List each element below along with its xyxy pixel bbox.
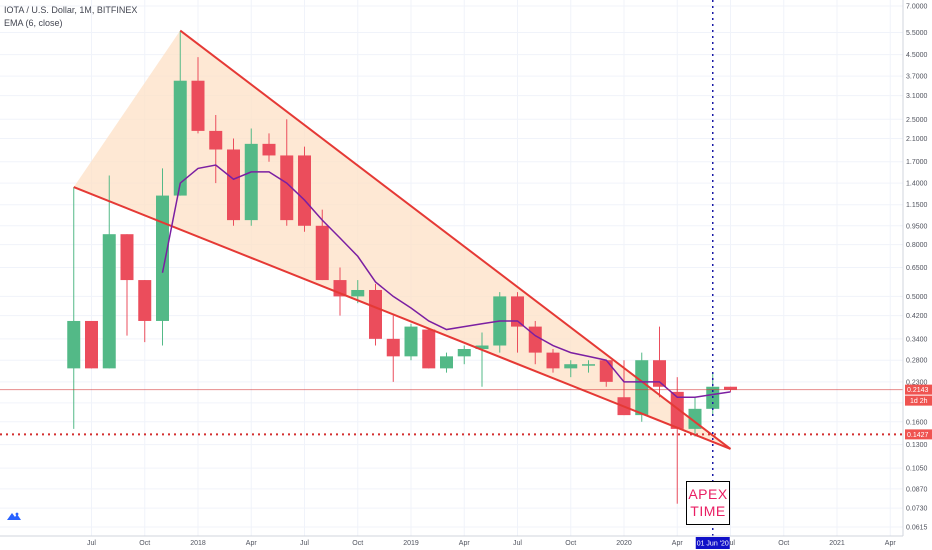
candle-body [244,143,258,221]
candle-body [670,391,684,429]
candle-body [85,320,98,369]
x-tick-label: Oct [778,540,789,547]
x-tick-label: Oct [139,540,150,547]
candle-body [67,320,81,369]
candle-body [315,225,329,281]
y-tick-label: 0.8000 [906,242,928,249]
candles [67,31,737,504]
y-tick-label: 0.3400 [906,336,928,343]
y-tick-label: 3.7000 [906,74,928,81]
ema-line [161,164,731,398]
x-tick-label: Oct [352,540,363,547]
x-tick-label: Apr [885,540,897,547]
y-tick-label: 5.5000 [906,30,928,37]
y-tick-label: 2.1000 [906,136,928,143]
wedge-lower-line [73,186,731,450]
y-tick-label: 0.2300 [906,379,928,386]
y-tick-label: 0.0870 [906,486,928,493]
x-tick-label: Apr [246,540,258,547]
candle-body [209,130,223,150]
candle-body [369,289,382,339]
candle-body [298,155,311,226]
candle-body [227,149,240,221]
y-tick-label: 0.1300 [906,442,928,449]
price-tag-label: 0.2143 [907,387,929,394]
candle-body [156,195,169,321]
x-axis-labels: Jul Oct 2018 Apr Jul Oct 2019 Apr Jul Oct 2020 Apr J… [87,540,896,547]
price-tag-label: 0.1427 [907,432,929,439]
candle-body [475,345,489,350]
candle-body [404,326,418,357]
y-tick-label: 0.5000 [906,294,928,301]
candle-body [528,326,542,353]
y-tick-label: 0.2800 [906,358,928,365]
y-tick-label: 1.7000 [906,159,928,166]
tradingview-logo-icon [7,512,21,520]
candle-body [635,360,649,416]
x-tick-label: Jul [513,540,522,547]
y-tick-label: 2.5000 [906,117,928,124]
y-tick-label: 3.1000 [906,93,928,100]
candle-body [457,349,471,357]
y-tick-label: 0.1600 [906,419,928,426]
price-tag [905,384,932,395]
x-tick-label: 2018 [190,540,206,547]
x-tick-label: Jul [300,540,309,547]
y-tick-label: 1.1500 [906,202,928,209]
candle-body [546,352,560,369]
x-tick-label: 2019 [403,540,419,547]
y-tick-label: 0.0615 [906,525,928,532]
wedge-fill [73,30,731,449]
candle-body [102,234,116,369]
countdown-tag [905,395,932,406]
candle-body [582,364,595,366]
candle-body [191,80,205,131]
countdown-label: 1d 2h [910,398,928,405]
x-tick-label: Jul [87,540,96,547]
chart-title: IOTA / U.S. Dollar, 1M, BITFINEX [4,5,138,15]
y-tick-label: 0.9500 [906,223,928,230]
y-axis-labels: 7.0000 5.5000 4.5000 3.7000 3.1000 2.5000 2.10… [906,4,928,532]
candle-body [599,360,613,382]
x-tick-label: 2020 [616,540,632,547]
apex-line-2: TIME [690,503,726,519]
date-marker-tag [695,537,730,549]
x-tick-label: 2021 [829,540,845,547]
price-tag [905,429,932,440]
x-tick-label: Apr [459,540,471,547]
x-tick-label: Oct [565,540,576,547]
candle-body [564,364,578,369]
candle-body [280,155,294,221]
apex-line-1: APEX [688,486,728,502]
candle-body [386,338,400,357]
apex-time-annotation: APEX TIME [686,481,730,525]
y-tick-label: 1.4000 [906,181,928,188]
x-tick-label: Jul [726,540,735,547]
candle-body [351,289,365,297]
y-tick-label: 0.4200 [906,313,928,320]
y-tick-label: 4.5000 [906,52,928,59]
y-tick-label: 0.6500 [906,265,928,272]
candle-body [653,360,666,387]
candle-body [724,386,737,390]
candle-body [120,234,134,281]
wedge-upper-line [179,29,732,450]
candle-body [138,280,152,321]
y-tick-label: 7.0000 [906,4,928,11]
candle-body [422,329,436,369]
indicator-label: EMA (6, close) [4,18,63,28]
candle-body [440,356,453,369]
y-tick-label: 0.0730 [906,506,928,513]
date-marker-label: 01 Jun '20 [697,541,729,548]
candle-body [262,143,276,156]
x-tick-label: Apr [672,540,684,547]
candle-body [173,80,187,196]
y-tick-label: 0.1050 [906,466,928,473]
candle-body [511,296,524,327]
